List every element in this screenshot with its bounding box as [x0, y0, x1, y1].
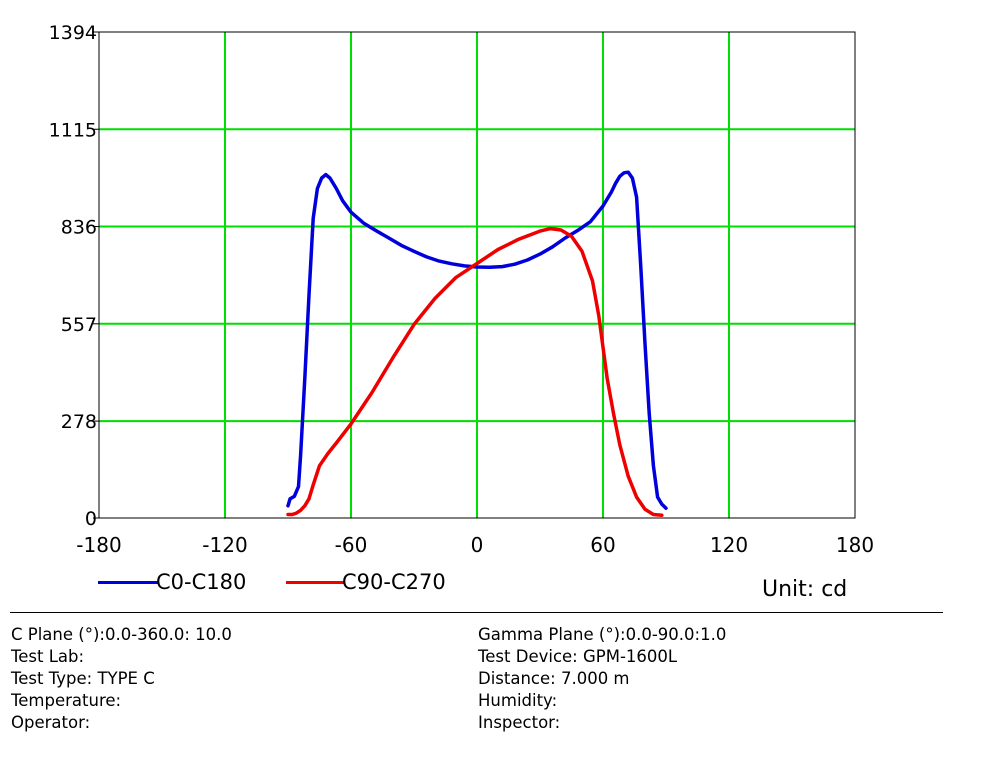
x-tick-label: -120 — [202, 533, 247, 557]
x-tick-label: -180 — [76, 533, 121, 557]
distance-info: Distance: 7.000 m — [478, 669, 630, 688]
unit-label: Unit: cd — [762, 577, 848, 602]
x-tick-label: -60 — [335, 533, 368, 557]
y-tick-label: 557 — [61, 314, 97, 336]
x-axis-ticks: -180 -120 -60 0 60 120 180 — [76, 533, 874, 557]
grid — [99, 32, 855, 518]
test-device-info: Test Device: GPM-1600L — [478, 647, 678, 666]
c-plane-info: C Plane (°):0.0-360.0: 10.0 — [11, 625, 232, 644]
y-tick-label: 278 — [61, 411, 97, 433]
x-tick-label: 120 — [710, 533, 748, 557]
series-line-c90-c270 — [286, 226, 664, 517]
divider — [10, 612, 943, 613]
legend-swatch-c90-c270 — [286, 581, 344, 584]
legend-label-c90-c270: C90-C270 — [342, 570, 446, 594]
humidity-info: Humidity: — [478, 691, 558, 710]
test-type-info: Test Type: TYPE C — [11, 669, 155, 688]
legend-swatch-c0-c180 — [98, 581, 158, 584]
plot-frame — [98, 31, 856, 519]
operator-info: Operator: — [11, 713, 91, 732]
temperature-info: Temperature: — [11, 691, 122, 710]
y-tick-label: 836 — [61, 217, 97, 239]
x-tick-label: 0 — [471, 533, 484, 557]
test-info-left: C Plane (°):0.0-360.0: 10.0 Test Lab: Te… — [11, 624, 232, 734]
x-tick-label: 180 — [836, 533, 874, 557]
test-lab-info: Test Lab: — [11, 647, 85, 666]
x-tick-label: 60 — [590, 533, 615, 557]
test-info-right: Gamma Plane (°):0.0-90.0:1.0 Test Device… — [478, 624, 726, 734]
inspector-info: Inspector: — [478, 713, 561, 732]
y-tick-label: 0 — [85, 508, 97, 530]
series-line-c0-c180 — [286, 170, 668, 510]
intensity-distribution-chart: -180 -120 -60 0 60 120 180 0 278 557 836 1115 1394 — [49, 22, 874, 557]
series-lines — [286, 170, 668, 517]
gamma-plane-info: Gamma Plane (°):0.0-90.0:1.0 — [478, 625, 727, 644]
y-tick-label: 1115 — [49, 119, 97, 141]
y-tick-label: 1394 — [49, 22, 97, 44]
legend-label-c0-c180: C0-C180 — [156, 570, 247, 594]
y-axis-ticks: 0 278 557 836 1115 1394 — [49, 22, 99, 530]
